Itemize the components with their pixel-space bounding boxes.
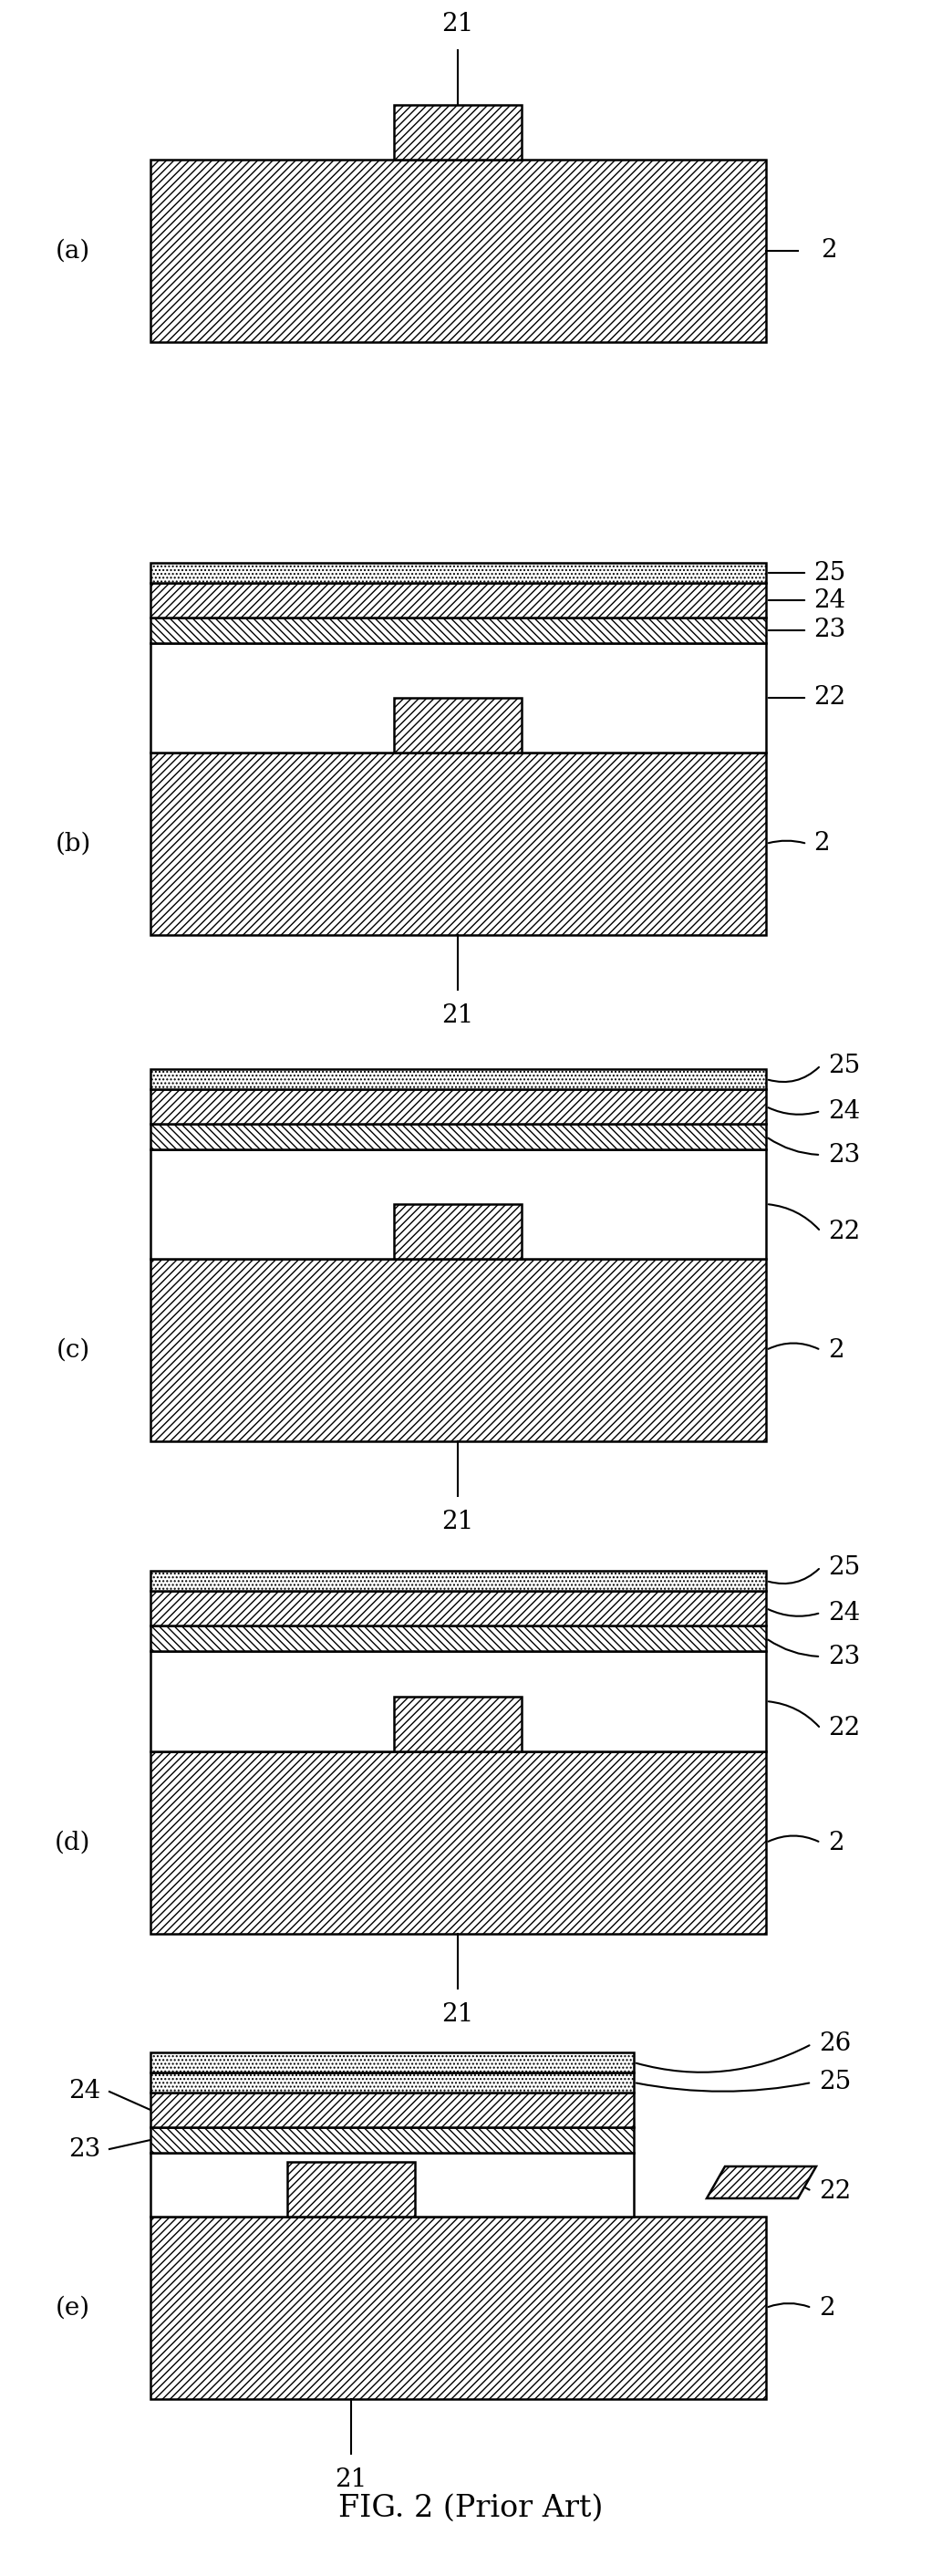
Bar	[151, 618, 766, 644]
Bar	[151, 2215, 766, 2398]
Bar	[151, 562, 766, 582]
Bar	[394, 698, 522, 752]
Bar	[151, 1651, 766, 1752]
Bar	[151, 1571, 766, 1592]
Text: 21: 21	[335, 2468, 367, 2491]
Bar	[151, 1625, 766, 1651]
Text: 26: 26	[819, 2032, 851, 2056]
Text: 25: 25	[828, 1054, 860, 1077]
Bar	[151, 1069, 766, 1090]
Bar	[394, 1203, 522, 1260]
Text: 22: 22	[819, 2179, 851, 2202]
Text: 24: 24	[814, 587, 846, 613]
Bar	[151, 752, 766, 935]
Bar	[151, 1752, 766, 1935]
Bar	[151, 2092, 634, 2128]
Text: 2: 2	[828, 1832, 844, 1855]
Text: 25: 25	[828, 1556, 860, 1579]
Text: FIG. 2 (Prior Art): FIG. 2 (Prior Art)	[338, 2494, 603, 2522]
Text: 22: 22	[814, 685, 846, 711]
Text: 22: 22	[828, 1218, 860, 1244]
Text: 25: 25	[814, 562, 846, 585]
Bar	[394, 1698, 522, 1752]
Bar	[287, 2161, 414, 2215]
Text: 25: 25	[819, 2071, 851, 2094]
Polygon shape	[706, 2166, 816, 2197]
Text: (b): (b)	[55, 832, 91, 855]
Text: 2: 2	[814, 832, 830, 855]
Text: 21: 21	[442, 2002, 474, 2027]
Bar	[151, 2074, 634, 2092]
Text: 23: 23	[828, 1643, 860, 1669]
Text: 2: 2	[819, 2295, 835, 2321]
Bar	[151, 2053, 634, 2074]
Bar	[151, 1260, 766, 1440]
Bar	[151, 644, 766, 752]
Bar	[394, 106, 522, 160]
Text: 24: 24	[68, 2079, 100, 2105]
Text: 2: 2	[828, 1337, 844, 1363]
Text: (d): (d)	[55, 1832, 91, 1855]
Text: (c): (c)	[56, 1337, 89, 1363]
Bar	[151, 1149, 766, 1260]
Bar	[151, 582, 766, 618]
Bar	[151, 2154, 634, 2215]
Text: 21: 21	[442, 1510, 474, 1535]
Bar	[151, 1123, 766, 1149]
Text: 21: 21	[442, 13, 474, 36]
Text: 23: 23	[68, 2136, 100, 2161]
Text: 2: 2	[820, 240, 836, 263]
Bar	[151, 160, 766, 343]
Text: 24: 24	[828, 1600, 860, 1625]
Bar	[151, 1090, 766, 1123]
Text: (e): (e)	[56, 2295, 90, 2321]
Text: 23: 23	[828, 1144, 860, 1167]
Text: (a): (a)	[56, 240, 90, 263]
Text: 21: 21	[442, 1005, 474, 1028]
Text: 24: 24	[828, 1100, 860, 1123]
Bar	[151, 1592, 766, 1625]
Text: 22: 22	[828, 1716, 860, 1741]
Text: 23: 23	[814, 618, 846, 641]
Bar	[151, 2128, 634, 2154]
